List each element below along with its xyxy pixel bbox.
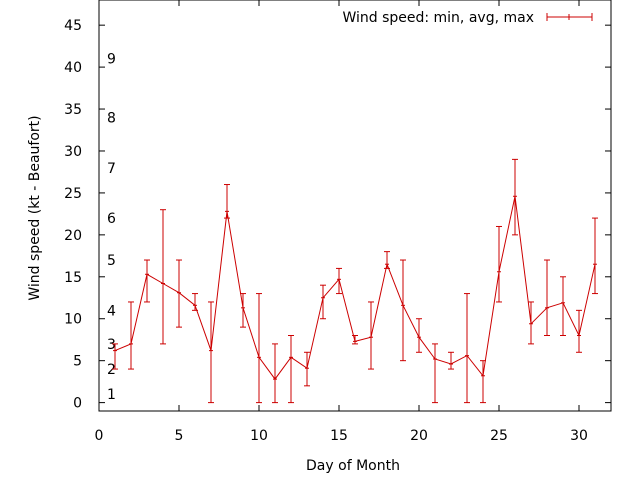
- x-tick-label: 0: [95, 428, 104, 444]
- beaufort-label: 6: [107, 211, 116, 227]
- error-bar: [496, 225, 502, 303]
- error-bar: [304, 351, 310, 387]
- error-bars: [112, 158, 598, 404]
- error-bar: [592, 217, 598, 295]
- error-bar: [208, 301, 214, 404]
- error-bar: [176, 259, 182, 328]
- error-bar: [480, 360, 486, 404]
- x-tick-label: 20: [410, 428, 428, 444]
- error-bar: [288, 335, 294, 404]
- legend: Wind speed: min, avg, max: [342, 10, 593, 26]
- x-axis-label: Day of Month: [306, 458, 400, 474]
- y-tick-label: 0: [73, 396, 82, 412]
- plot-frame: [98, 0, 612, 412]
- y-tick-label: 15: [64, 270, 82, 286]
- y-tick-label: 25: [64, 186, 82, 202]
- y-axis-label: Wind speed (kt - Beaufort): [27, 115, 43, 300]
- error-bar: [560, 276, 566, 337]
- error-bar: [240, 293, 246, 328]
- y-tick-label: 40: [64, 60, 82, 76]
- beaufort-label: 5: [107, 253, 116, 269]
- beaufort-label: 2: [107, 362, 116, 378]
- y-tick-label: 20: [64, 228, 82, 244]
- error-bar: [544, 259, 550, 337]
- beaufort-scale-labels: 1 2 3 4 5 6 7 8 9: [107, 52, 116, 404]
- beaufort-label: 4: [107, 303, 116, 319]
- error-bar: [112, 343, 118, 370]
- x-tick-label: 30: [570, 428, 588, 444]
- error-bar: [128, 301, 134, 370]
- avg-series-line: [114, 196, 596, 380]
- error-bar: [448, 351, 454, 370]
- beaufort-label: 8: [107, 110, 116, 126]
- error-bar: [464, 293, 470, 404]
- error-bar: [272, 343, 278, 404]
- error-bar: [160, 209, 166, 345]
- x-tick-label: 15: [330, 428, 348, 444]
- beaufort-label: 9: [107, 52, 116, 68]
- y-tick-label: 45: [64, 18, 82, 34]
- error-bar: [432, 343, 438, 404]
- error-bar: [576, 309, 582, 353]
- y-tick-label: 35: [64, 102, 82, 118]
- error-bar: [256, 293, 262, 404]
- beaufort-label: 1: [107, 387, 116, 403]
- beaufort-label: 7: [107, 161, 116, 177]
- legend-label: Wind speed: min, avg, max: [342, 10, 534, 26]
- avg-series-points: [113, 195, 597, 380]
- x-tick-label: 5: [175, 428, 184, 444]
- error-bar: [192, 293, 198, 311]
- x-tick-label: 10: [250, 428, 268, 444]
- y-tick-label: 10: [64, 312, 82, 328]
- error-bar: [144, 259, 150, 303]
- y-tick-label: 5: [73, 354, 82, 370]
- x-tick-label: 25: [490, 428, 508, 444]
- error-bar: [416, 318, 422, 353]
- x-axis-ticks: 0 5 10 15 20 25 30: [95, 0, 588, 444]
- y-tick-label: 30: [64, 144, 82, 160]
- beaufort-label: 3: [107, 337, 116, 353]
- error-bar: [320, 284, 326, 320]
- error-bar: [400, 259, 406, 362]
